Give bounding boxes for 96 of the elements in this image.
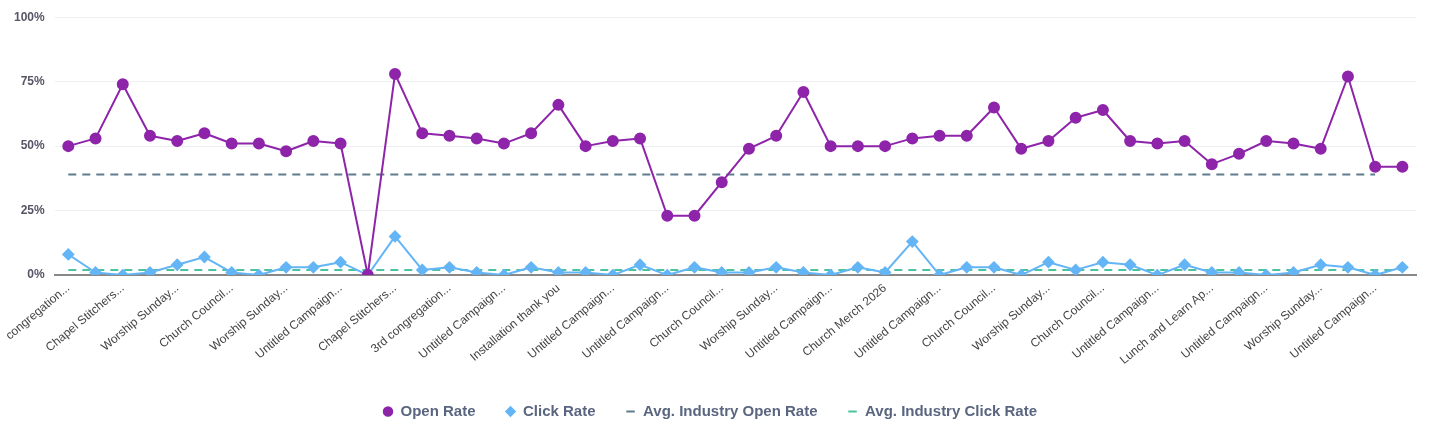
point: [443, 261, 456, 274]
legend-label: Avg. Industry Open Rate: [643, 401, 818, 419]
point: [770, 261, 783, 274]
legend-label: Avg. Industry Click Rate: [865, 401, 1038, 419]
point: [143, 129, 156, 142]
point: [987, 101, 1000, 114]
point: [389, 230, 402, 243]
point: [960, 261, 973, 274]
y-tick-label: 25%: [20, 202, 46, 217]
point: [307, 261, 320, 274]
point: [1069, 111, 1082, 124]
point: [1314, 142, 1327, 155]
point: [1015, 142, 1028, 155]
point: [579, 140, 592, 153]
point: [1233, 266, 1246, 276]
point: [1042, 134, 1055, 147]
point: [307, 134, 320, 147]
point: [1287, 137, 1300, 150]
point: [62, 140, 75, 153]
point: [497, 137, 510, 150]
point: [770, 129, 783, 142]
point: [1124, 258, 1137, 271]
point: [334, 137, 347, 150]
point: [416, 263, 429, 276]
point: [116, 78, 129, 91]
point: [688, 261, 701, 274]
point: [1124, 134, 1137, 147]
point: [143, 266, 156, 276]
y-tick-label: 0%: [27, 267, 46, 282]
point: [334, 256, 347, 269]
y-tick-label: 75%: [20, 73, 46, 88]
point: [552, 98, 565, 111]
point: [470, 266, 483, 276]
point: [89, 132, 102, 145]
y-tick-label: 50%: [20, 138, 46, 153]
point: [1178, 134, 1191, 147]
legend-label: Click Rate: [523, 401, 596, 419]
point: [879, 140, 892, 153]
point: [933, 129, 946, 142]
point: [171, 134, 184, 147]
point: [987, 261, 1000, 274]
point: [280, 145, 293, 158]
point: [198, 251, 211, 264]
point: [1178, 258, 1191, 271]
point: [1396, 261, 1409, 274]
point: [1396, 160, 1409, 173]
point: [851, 261, 864, 274]
point: [225, 137, 238, 150]
point: [1287, 266, 1300, 276]
point: [171, 258, 184, 271]
point: [1096, 256, 1109, 269]
point: [1151, 137, 1164, 150]
point: [715, 176, 728, 189]
point: [1233, 147, 1246, 160]
point: [1042, 256, 1055, 269]
point: [525, 127, 538, 140]
point: [525, 261, 538, 274]
point: [280, 261, 293, 274]
point: [1369, 160, 1382, 173]
point: [851, 140, 864, 153]
point: [742, 142, 755, 155]
point: [1069, 263, 1082, 276]
point: [634, 258, 647, 271]
point: [225, 266, 238, 276]
point: [552, 266, 565, 276]
point: [634, 132, 647, 145]
point: [1341, 70, 1354, 83]
point: [715, 266, 728, 276]
y-tick-label: 100%: [13, 9, 46, 24]
point: [688, 209, 701, 222]
point: [62, 248, 75, 261]
point: [906, 132, 919, 145]
point: [1314, 258, 1327, 271]
point: [416, 127, 429, 140]
point: [1205, 158, 1218, 171]
point: [797, 85, 810, 98]
point: [1096, 104, 1109, 117]
point: [742, 266, 755, 276]
point: [470, 132, 483, 145]
point: [879, 266, 892, 276]
point: [252, 137, 265, 150]
legend-label: Open Rate: [400, 401, 476, 419]
point: [443, 129, 456, 142]
point: [960, 129, 973, 142]
point: [1341, 261, 1354, 274]
point: [824, 140, 837, 153]
point: [389, 67, 402, 80]
point: [198, 127, 211, 140]
point: [1260, 134, 1273, 147]
point: [579, 266, 592, 276]
point: [906, 235, 919, 248]
point: [661, 209, 674, 222]
point: [797, 266, 810, 276]
point: [1205, 266, 1218, 276]
point: [89, 266, 102, 276]
point: [606, 134, 619, 147]
